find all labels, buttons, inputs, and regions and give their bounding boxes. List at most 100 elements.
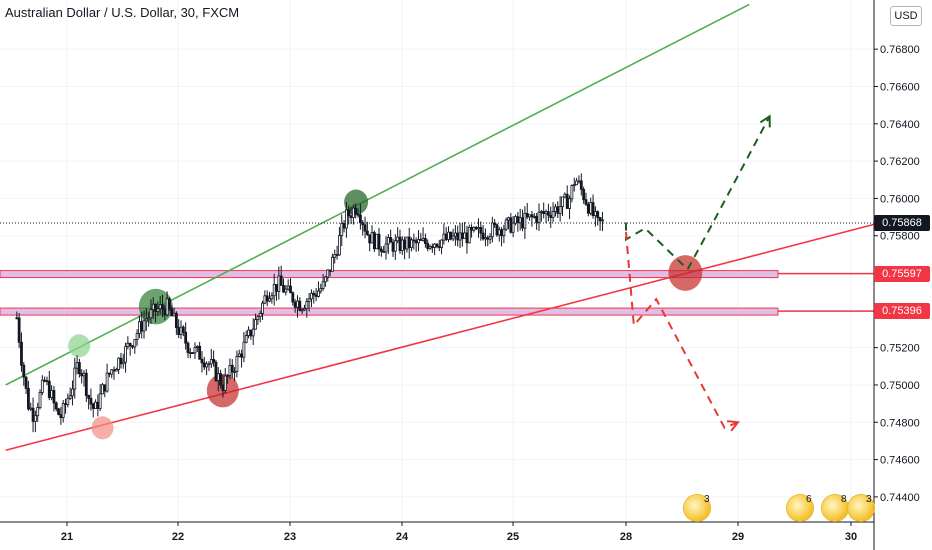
- candle-body: [403, 239, 407, 250]
- candle-body: [147, 317, 151, 320]
- x-tick-label: 25: [507, 531, 519, 543]
- candle-body: [223, 375, 227, 391]
- candle-body: [479, 227, 483, 234]
- candle-body: [202, 362, 206, 368]
- candle-body: [528, 214, 531, 218]
- candle-body: [263, 295, 267, 304]
- candle-body: [351, 207, 355, 218]
- x-tick-label: 23: [284, 531, 296, 543]
- y-tick-label: 0.76200: [880, 156, 920, 168]
- level-price-tag-upper: 0.75597: [874, 265, 930, 282]
- candle-body: [216, 373, 220, 381]
- candle-body: [212, 359, 216, 363]
- economic-event-icon[interactable]: [684, 495, 710, 521]
- level-price-tag-lower: 0.75396: [874, 303, 930, 320]
- candle-body: [258, 312, 262, 317]
- y-tick-label: 0.75000: [880, 380, 920, 392]
- candle-body: [365, 230, 369, 236]
- candle-body: [598, 217, 602, 222]
- candle-body: [333, 254, 337, 258]
- economic-event-icon[interactable]: [822, 495, 848, 521]
- highlight-circle: [68, 334, 91, 358]
- candle-body: [435, 243, 439, 247]
- candle-body: [324, 276, 327, 283]
- candle-body: [577, 180, 581, 183]
- event-count: 3: [704, 494, 710, 505]
- y-tick-label: 0.74400: [880, 492, 920, 504]
- candle-body: [96, 401, 100, 409]
- candle-body: [586, 203, 590, 214]
- currency-badge[interactable]: USD: [890, 6, 922, 26]
- candle-body: [389, 237, 393, 243]
- grid: [0, 0, 874, 522]
- candle-body: [284, 288, 288, 293]
- candle-body: [138, 321, 141, 334]
- candle-body: [214, 361, 218, 381]
- trend-line: [5, 3, 750, 386]
- candle-body: [525, 212, 529, 218]
- candle-body: [27, 388, 30, 410]
- candle-body: [486, 237, 490, 240]
- candle-body: [108, 372, 111, 375]
- candle-body: [342, 223, 346, 229]
- candle-body: [314, 294, 318, 297]
- candle-body: [168, 298, 171, 310]
- candle-body: [465, 232, 469, 244]
- candle-body: [596, 211, 600, 218]
- economic-event-icon[interactable]: [848, 495, 874, 521]
- candle-body: [570, 185, 574, 200]
- candle-body: [184, 331, 188, 344]
- candle-body: [584, 199, 588, 205]
- candle-body: [31, 407, 35, 422]
- candle-body: [66, 398, 70, 405]
- x-tick-label: 28: [620, 531, 632, 543]
- candle-body: [511, 222, 515, 233]
- candle-body: [161, 304, 164, 310]
- candle-body: [114, 369, 118, 372]
- candle-body: [251, 328, 255, 337]
- event-count: 3: [866, 494, 872, 505]
- trend-line: [5, 223, 874, 452]
- candle-body: [219, 373, 223, 386]
- y-tick-label: 0.75200: [880, 343, 920, 355]
- y-tick-label: 0.74600: [880, 455, 920, 467]
- candle-body: [579, 180, 583, 190]
- candle-body: [221, 384, 225, 391]
- candle-body: [103, 384, 107, 392]
- candle-body: [358, 214, 362, 224]
- x-tick-label: 30: [845, 531, 857, 543]
- candle-body: [558, 206, 562, 214]
- candle-body: [43, 379, 47, 382]
- candle-body: [601, 219, 604, 222]
- candle-body: [470, 227, 473, 231]
- candle-body: [572, 184, 576, 187]
- candle-body: [112, 369, 116, 372]
- candle-body: [124, 346, 127, 363]
- candle-body: [177, 327, 181, 335]
- candle-body: [163, 308, 167, 316]
- candle-body: [282, 285, 285, 293]
- y-tick-label: 0.76800: [880, 44, 920, 56]
- candle-body: [509, 217, 513, 233]
- candle-body: [563, 193, 567, 198]
- candle-body: [428, 246, 432, 249]
- candle-body: [15, 317, 19, 320]
- candle-body: [181, 326, 185, 333]
- candle-body: [228, 364, 232, 376]
- candle-body: [589, 202, 593, 214]
- candle-body: [488, 236, 492, 240]
- candle-body: [110, 369, 114, 375]
- candle-body: [451, 235, 455, 240]
- candle-body: [354, 207, 358, 215]
- candle-body: [195, 345, 199, 348]
- economic-event-icon[interactable]: [787, 495, 813, 521]
- candle-body: [68, 395, 72, 399]
- candle-body: [521, 217, 524, 229]
- candle-body: [142, 320, 146, 332]
- candle-body: [38, 392, 42, 408]
- candle-body: [319, 288, 323, 292]
- candle-body: [117, 357, 121, 370]
- candle-body: [98, 393, 102, 409]
- candle-body: [356, 213, 360, 216]
